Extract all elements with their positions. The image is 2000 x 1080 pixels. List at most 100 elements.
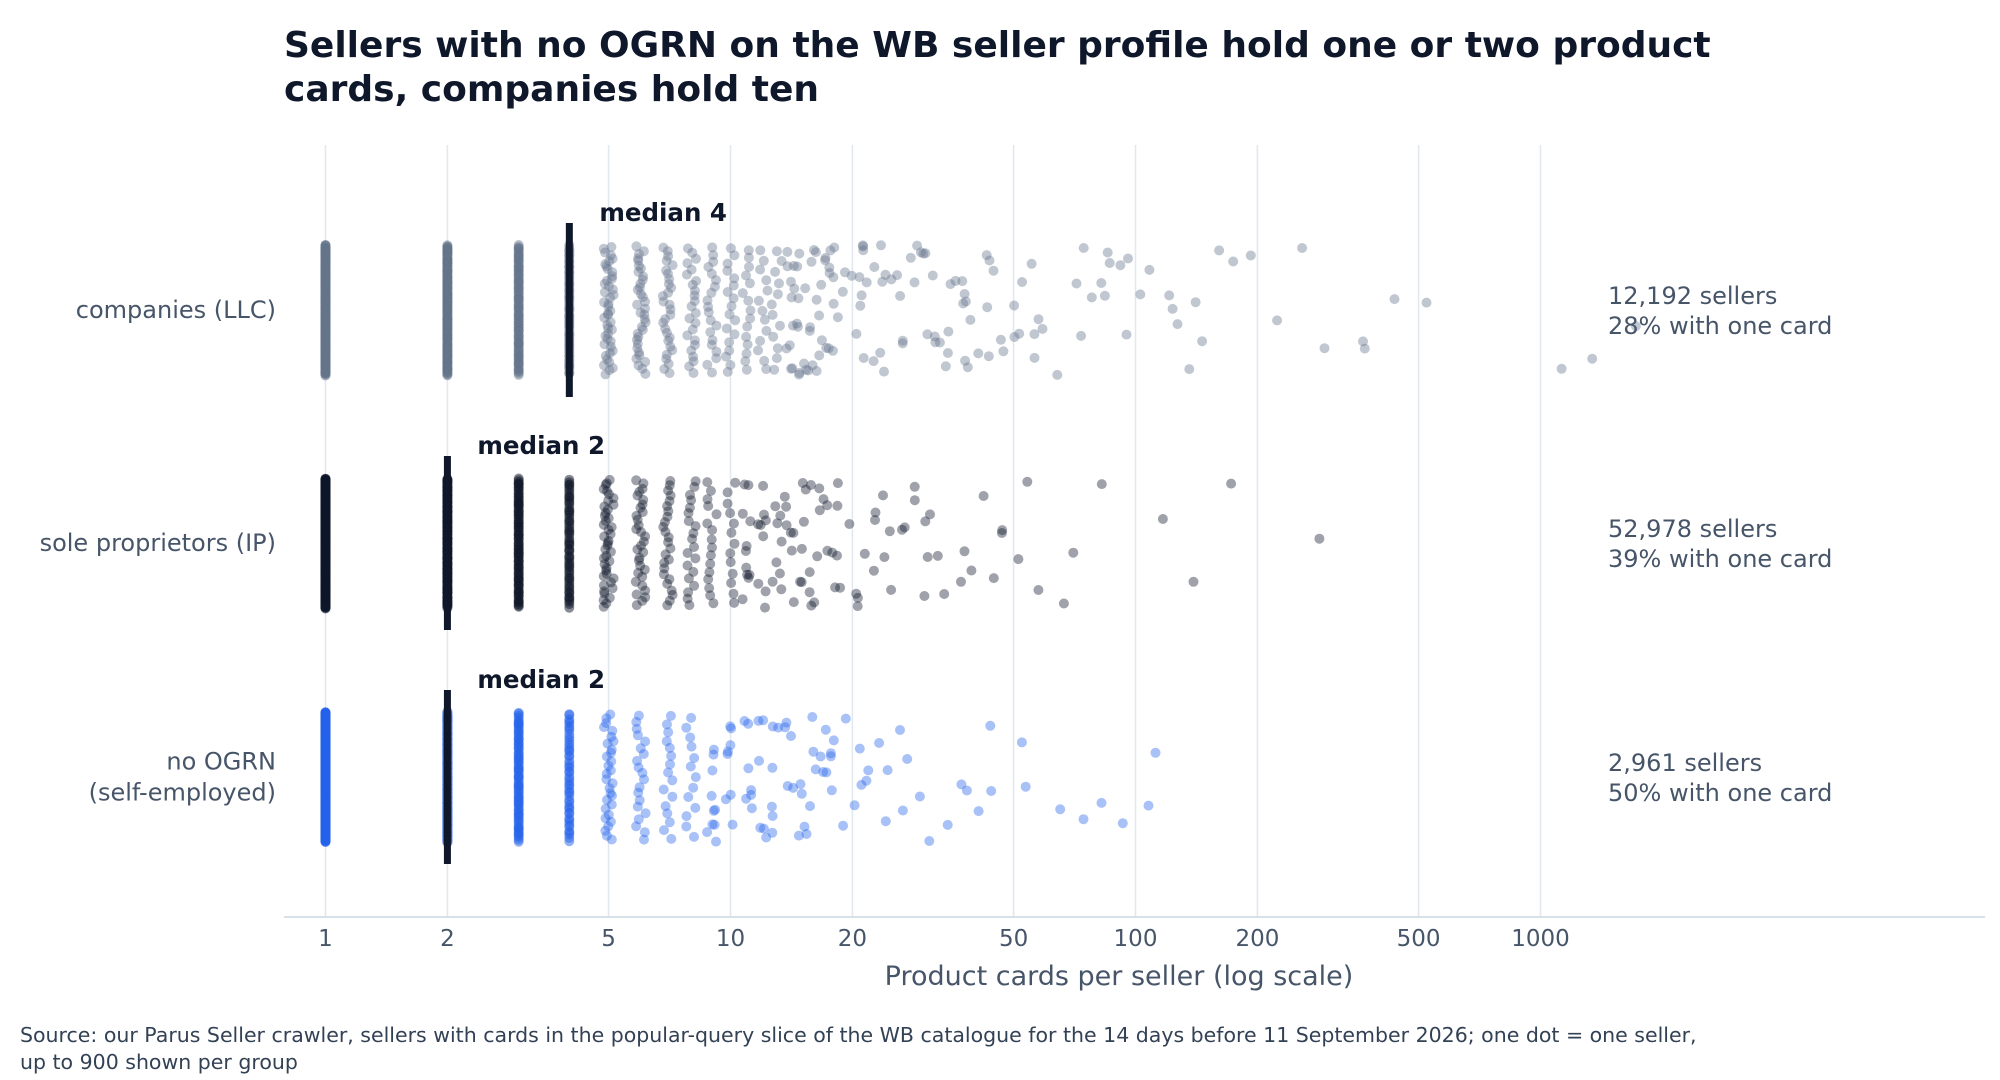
data-point	[640, 736, 651, 747]
data-point	[702, 359, 713, 370]
data-point	[601, 550, 612, 561]
data-point	[782, 781, 793, 791]
data-point	[965, 314, 976, 325]
data-point	[824, 268, 835, 278]
data-point	[737, 288, 748, 299]
data-point	[606, 799, 617, 810]
data-point	[638, 494, 649, 505]
data-point	[633, 347, 644, 358]
data-point	[601, 774, 612, 785]
data-point	[795, 576, 806, 587]
data-point	[1123, 253, 1133, 264]
data-point	[786, 545, 797, 556]
data-point	[598, 601, 609, 612]
data-point	[598, 595, 609, 606]
data-point	[659, 557, 670, 568]
data-point	[854, 272, 865, 283]
data-point	[663, 268, 673, 279]
data-point	[837, 286, 848, 297]
data-point	[1009, 332, 1020, 342]
median-label: median 4	[599, 198, 727, 227]
data-point	[660, 526, 671, 537]
data-point	[1314, 533, 1325, 544]
data-point	[681, 811, 692, 822]
data-point	[822, 545, 833, 556]
data-point	[895, 291, 906, 301]
data-point	[1078, 243, 1089, 253]
data-point	[685, 489, 695, 500]
data-point	[1135, 289, 1146, 300]
data-point	[722, 287, 733, 297]
data-point	[1096, 797, 1107, 808]
data-point	[605, 546, 616, 557]
data-point	[1102, 247, 1113, 258]
data-point	[932, 550, 943, 561]
data-point	[637, 324, 648, 335]
data-point	[840, 713, 851, 724]
data-point	[664, 496, 675, 507]
data-point	[663, 335, 674, 346]
data-point	[726, 527, 737, 538]
data-point	[702, 827, 713, 838]
data-point	[809, 597, 820, 608]
data-point	[703, 501, 714, 511]
data-point	[811, 366, 822, 376]
data-point	[743, 295, 754, 306]
data-point	[781, 501, 792, 512]
data-point	[722, 498, 733, 509]
data-point	[705, 550, 716, 561]
data-point	[780, 722, 791, 733]
data-point	[320, 603, 331, 614]
one-card-share: 28% with one card	[1608, 312, 1832, 340]
data-point	[828, 735, 839, 746]
data-point	[690, 318, 701, 328]
data-point	[601, 713, 612, 724]
data-point	[722, 366, 733, 377]
data-point	[722, 258, 733, 269]
data-point	[703, 301, 714, 312]
data-point	[868, 565, 879, 576]
data-point	[606, 744, 617, 755]
data-point	[854, 743, 865, 754]
data-point	[855, 300, 866, 311]
data-point	[662, 501, 673, 512]
data-point	[875, 347, 886, 358]
data-point	[722, 487, 733, 498]
data-point	[742, 321, 753, 332]
data-point	[796, 788, 807, 799]
data-point	[852, 592, 863, 603]
data-point	[820, 253, 831, 263]
data-point	[897, 338, 908, 349]
data-point	[939, 589, 950, 599]
data-point	[1228, 256, 1239, 267]
group-label: sole proprietors (IP)	[40, 529, 276, 557]
data-point	[861, 277, 872, 288]
data-point	[760, 515, 771, 526]
data-point	[776, 256, 787, 266]
data-point	[803, 365, 814, 376]
data-point	[821, 767, 832, 778]
data-point	[598, 580, 609, 591]
data-point	[667, 775, 678, 786]
sellers-count: 52,978 sellers	[1608, 515, 1777, 543]
data-point	[604, 365, 615, 376]
data-point	[766, 299, 777, 310]
data-point	[956, 779, 967, 790]
data-point	[665, 759, 675, 770]
data-point	[755, 520, 766, 530]
data-point	[767, 309, 778, 320]
data-point	[600, 259, 611, 270]
data-point	[604, 348, 615, 359]
data-point	[776, 536, 787, 547]
data-point	[943, 326, 954, 337]
data-point	[602, 504, 613, 515]
data-point	[661, 353, 672, 364]
data-point	[1096, 479, 1107, 490]
data-point	[633, 266, 644, 277]
data-point	[930, 337, 941, 348]
data-point	[741, 541, 752, 551]
data-point	[633, 520, 644, 531]
data-point	[711, 509, 722, 520]
data-point	[637, 363, 648, 374]
